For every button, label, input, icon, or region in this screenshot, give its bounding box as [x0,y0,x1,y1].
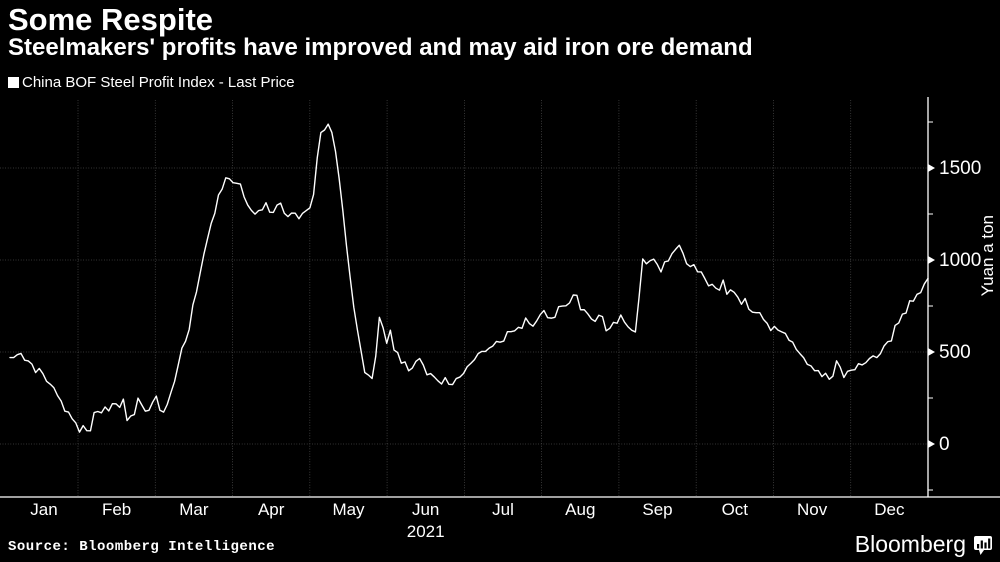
svg-text:1000: 1000 [939,250,981,271]
svg-text:0: 0 [939,434,950,455]
svg-text:500: 500 [939,342,971,363]
svg-text:1500: 1500 [939,158,981,179]
